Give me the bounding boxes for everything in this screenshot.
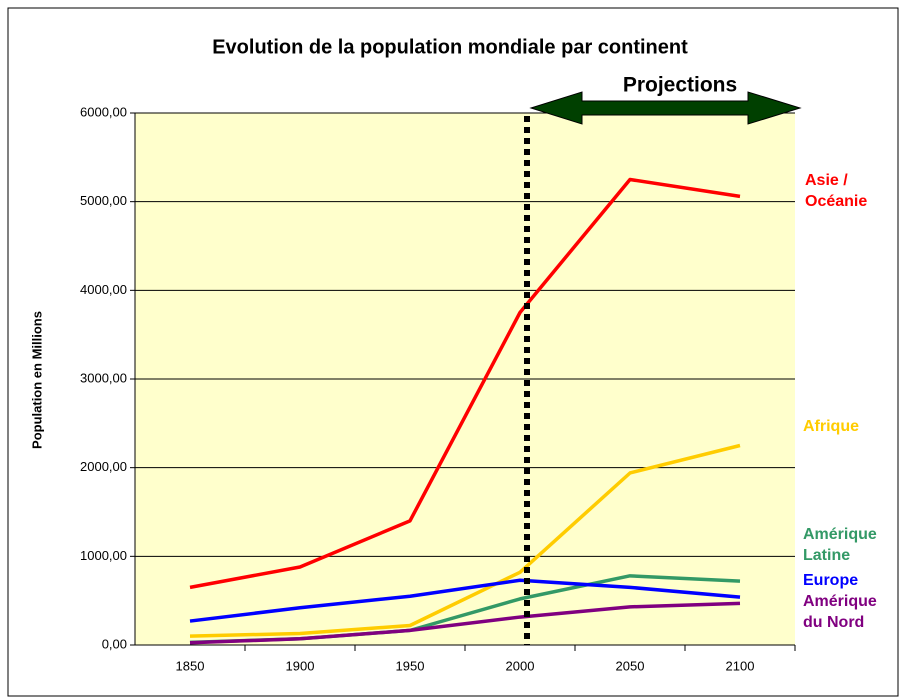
x-tick-label: 2100 — [726, 658, 755, 673]
x-tick-label: 1850 — [176, 658, 205, 673]
chart-title: Evolution de la population mondiale par … — [212, 36, 688, 58]
x-tick-label: 1900 — [286, 658, 315, 673]
series-line — [189, 443, 741, 638]
legend-entry: Amérique du Nord — [803, 593, 877, 631]
legend-entry: Amérique Latine — [803, 526, 877, 564]
series-line — [189, 601, 741, 645]
annotation: Projections — [623, 74, 737, 97]
legend-entry: Afrique — [803, 418, 859, 435]
x-tick-label: 2000 — [506, 658, 535, 673]
series-group — [189, 177, 741, 645]
y-tick-label: 6000,00 — [80, 104, 127, 119]
grid — [135, 112, 795, 646]
legend-entry: Europe — [803, 572, 859, 589]
y-tick-label: 2000,00 — [80, 459, 127, 474]
legend-entry: Asie / Océanie — [805, 172, 868, 210]
projection-arrow — [529, 91, 802, 125]
y-tick-label: 3000,00 — [80, 370, 127, 385]
y-axis-label: Population en Millions — [29, 311, 44, 449]
series-line — [189, 177, 741, 590]
y-tick-label: 4000,00 — [80, 282, 127, 297]
y-tick-label: 1000,00 — [80, 548, 127, 563]
series-line — [189, 578, 741, 623]
x-tick-label: 1950 — [396, 658, 425, 673]
y-tick-label: 5000,00 — [80, 193, 127, 208]
y-tick-label: 0,00 — [102, 636, 127, 651]
x-tick-label: 2050 — [616, 658, 645, 673]
